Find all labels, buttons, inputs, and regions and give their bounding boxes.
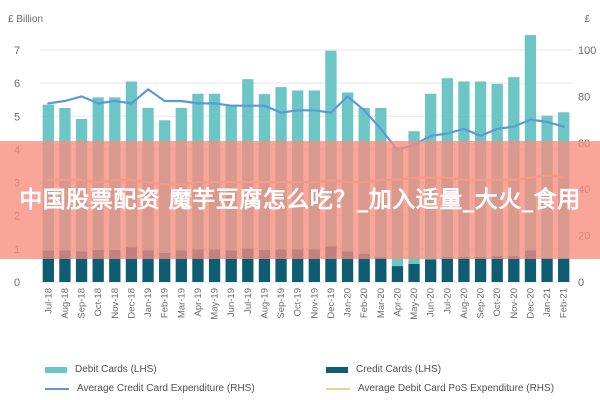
bar-credit-cards xyxy=(341,251,354,282)
x-tick-label: May-20 xyxy=(409,288,420,320)
x-tick-label: Aug-20 xyxy=(459,288,470,319)
left-tick-label: 5 xyxy=(14,111,20,123)
bar-credit-cards xyxy=(92,249,104,282)
bar-credit-cards xyxy=(524,250,537,282)
legend-item-avg-debit: Average Debit Card PoS Expenditure (RHS) xyxy=(326,383,554,394)
legend-label-avg-credit: Average Credit Card Expenditure (RHS) xyxy=(77,383,255,394)
x-tick-label: Jan-20 xyxy=(343,288,354,317)
bar-credit-cards xyxy=(541,258,553,282)
x-tick-label: Aug-18 xyxy=(60,288,71,319)
legend-label-debit: Debit Cards (LHS) xyxy=(75,364,157,375)
x-tick-label: Jul-18 xyxy=(43,288,54,314)
x-tick-label: Dec-18 xyxy=(126,288,137,319)
headline-banner: 中国股票配资 魔芋豆腐怎么吃？_加入适量_大火_食用 xyxy=(0,141,600,259)
x-tick-label: Dec-20 xyxy=(525,288,536,319)
bar-credit-cards xyxy=(375,257,387,282)
bar-credit-cards xyxy=(441,257,453,282)
bar-credit-cards xyxy=(458,257,470,282)
legend-swatch-debit xyxy=(45,366,67,373)
x-tick-label: Jul-20 xyxy=(442,288,453,314)
x-tick-label: Jan-19 xyxy=(143,288,154,317)
x-tick-label: Nov-19 xyxy=(309,288,320,319)
right-axis-unit: £ xyxy=(584,14,590,25)
bar-credit-cards xyxy=(508,256,520,282)
x-tick-label: Jun-19 xyxy=(226,288,237,317)
x-tick-label: Dec-19 xyxy=(326,288,337,319)
left-tick-label: 6 xyxy=(14,78,20,90)
x-tick-label: Jan-21 xyxy=(542,288,553,317)
bar-credit-cards xyxy=(325,246,337,282)
bar-credit-cards xyxy=(425,259,437,282)
left-tick-label: 0 xyxy=(14,277,20,289)
right-tick-label: 80 xyxy=(578,91,590,103)
legend-swatch-avg-debit xyxy=(326,387,350,390)
x-tick-label: Nov-20 xyxy=(509,288,520,319)
left-axis-unit: £ Billion xyxy=(8,14,44,25)
x-tick-label: May-19 xyxy=(210,288,221,320)
x-tick-label: Jun-20 xyxy=(426,288,437,317)
bar-credit-cards xyxy=(358,253,370,282)
x-tick-label: Oct-19 xyxy=(293,288,304,317)
chart-legend: Debit Cards (LHS) Credit Cards (LHS) Ave… xyxy=(0,350,600,400)
legend-label-avg-debit: Average Debit Card PoS Expenditure (RHS) xyxy=(358,383,555,394)
line-avg-credit-card-expenditure xyxy=(47,88,565,151)
x-tick-label: Mar-20 xyxy=(376,288,387,318)
x-tick-label: Feb-20 xyxy=(359,288,370,318)
headline-text: 中国股票配资 魔芋豆腐怎么吃？_加入适量_大火_食用 xyxy=(19,187,581,213)
x-tick-label: Apr-20 xyxy=(392,288,403,317)
legend-item-debit: Debit Cards (LHS) xyxy=(45,364,157,375)
bar-credit-cards xyxy=(125,247,138,282)
x-tick-label: Oct-18 xyxy=(93,288,104,317)
bar-credit-cards xyxy=(558,258,570,282)
bar-credit-cards xyxy=(474,257,487,282)
right-tick-label: 0 xyxy=(578,277,584,289)
x-tick-label: Oct-20 xyxy=(492,288,503,317)
x-tick-label: Sep-19 xyxy=(276,288,287,319)
bar-credit-cards xyxy=(59,250,71,282)
legend-swatch-credit xyxy=(326,366,348,373)
bar-credit-cards xyxy=(109,249,121,282)
bar-credit-cards xyxy=(142,250,154,282)
x-tick-label: Aug-19 xyxy=(259,288,270,319)
bar-credit-cards xyxy=(275,249,287,282)
bar-credit-cards xyxy=(491,256,503,282)
bar-credit-cards xyxy=(225,250,237,282)
legend-item-credit: Credit Cards (LHS) xyxy=(326,364,441,375)
bar-credit-cards xyxy=(242,248,254,282)
x-tick-label: Mar-19 xyxy=(176,288,187,318)
bar-credit-cards xyxy=(75,251,88,282)
bar-credit-cards xyxy=(175,250,187,282)
x-tick-label: Feb-21 xyxy=(559,288,570,318)
bar-credit-cards xyxy=(308,249,320,282)
x-tick-label: Nov-18 xyxy=(110,288,121,319)
legend-item-avg-credit: Average Credit Card Expenditure (RHS) xyxy=(45,383,255,394)
bar-credit-cards xyxy=(208,249,221,282)
left-tick-label: 7 xyxy=(14,45,20,57)
legend-label-credit: Credit Cards (LHS) xyxy=(356,364,442,375)
bar-credit-cards xyxy=(192,249,204,282)
x-tick-label: Sep-20 xyxy=(476,288,487,319)
x-tick-label: Apr-19 xyxy=(193,288,204,317)
x-tick-label: Jul-19 xyxy=(243,288,254,314)
bar-credit-cards xyxy=(42,250,54,282)
bar-credit-cards xyxy=(258,249,271,282)
bar-credit-cards xyxy=(159,252,171,282)
legend-swatch-avg-credit xyxy=(45,387,69,390)
bar-credit-cards xyxy=(292,249,304,282)
bar-credit-cards xyxy=(391,266,404,282)
bar-credit-cards xyxy=(408,263,420,282)
x-tick-label: Sep-18 xyxy=(77,288,88,319)
x-tick-label: Feb-19 xyxy=(160,288,171,318)
right-tick-label: 100 xyxy=(578,45,596,57)
